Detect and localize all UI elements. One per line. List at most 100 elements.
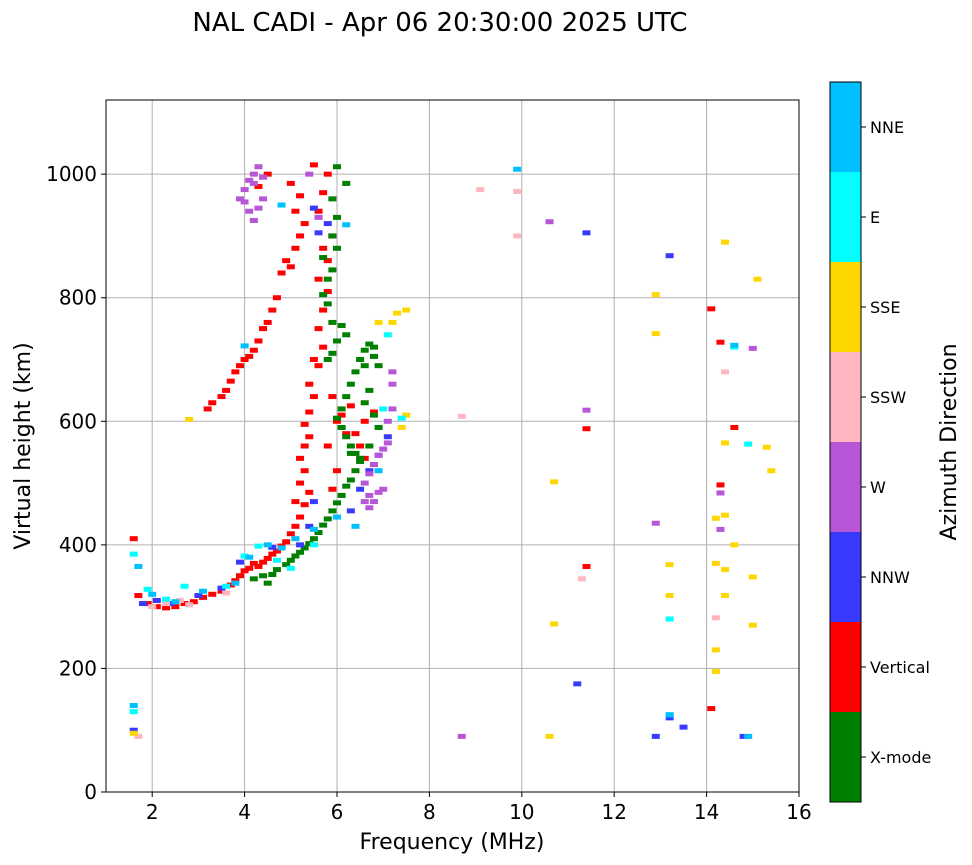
data-point (245, 353, 254, 359)
data-point (259, 573, 268, 579)
data-point (199, 594, 208, 600)
data-point (346, 508, 355, 514)
y-tick-label: 400 (59, 533, 97, 557)
data-point (711, 615, 720, 621)
y-tick-label: 1000 (46, 162, 97, 186)
data-point (323, 443, 332, 449)
data-point (365, 492, 374, 498)
colorbar: X-mode Vertical NNW W SSW SSE E NNE (829, 81, 931, 803)
data-point (245, 208, 254, 214)
data-point (374, 452, 383, 458)
data-point (365, 505, 374, 511)
data-point (249, 576, 258, 582)
data-point (328, 267, 337, 273)
data-point (383, 434, 392, 440)
x-tick-label: 2 (146, 800, 159, 824)
data-point (342, 431, 351, 437)
data-point (249, 560, 258, 566)
data-point (351, 450, 360, 456)
data-point (333, 338, 341, 344)
x-tick-label: 4 (238, 800, 251, 824)
data-point (323, 258, 332, 264)
data-point (286, 557, 295, 563)
data-point (721, 512, 730, 518)
data-point (152, 597, 161, 603)
data-point (129, 703, 138, 708)
colorbar-segment (830, 442, 861, 532)
data-point (388, 319, 397, 325)
colorbar-segment (830, 712, 861, 802)
data-point (300, 421, 309, 427)
data-point (259, 174, 268, 180)
data-point (162, 601, 171, 607)
data-point (185, 602, 194, 608)
data-point (365, 471, 374, 477)
data-point (129, 709, 138, 715)
data-point (711, 515, 720, 521)
data-point (342, 483, 351, 489)
data-point (277, 545, 286, 551)
data-point (263, 580, 272, 586)
data-point (319, 245, 328, 251)
data-point (309, 499, 318, 505)
data-point (282, 258, 291, 264)
data-point (314, 214, 323, 220)
data-point (346, 443, 355, 449)
data-point (730, 542, 739, 548)
data-point (369, 462, 378, 468)
data-point (328, 486, 337, 492)
data-point (272, 557, 281, 563)
data-point (272, 295, 281, 301)
colorbar-segment (830, 352, 861, 442)
data-point (309, 536, 318, 542)
data-point (254, 205, 263, 211)
data-point (582, 407, 591, 413)
y-axis-ticks: 0 200 400 600 800 1000 (46, 162, 106, 804)
data-point (374, 363, 383, 369)
data-point (296, 549, 305, 555)
data-point (513, 166, 522, 172)
data-point (263, 319, 272, 325)
data-point (291, 536, 300, 542)
data-point (379, 486, 388, 492)
data-point (397, 415, 406, 421)
data-point (351, 523, 360, 529)
data-point (550, 479, 559, 485)
x-tick-label: 14 (694, 800, 719, 824)
data-marks (129, 162, 776, 739)
data-point (175, 597, 184, 603)
data-point (272, 548, 281, 554)
data-point (323, 516, 332, 522)
data-point (309, 542, 318, 548)
data-point (333, 214, 341, 220)
colorbar-tick-label: NNE (870, 118, 904, 137)
data-point (337, 412, 346, 418)
data-point (711, 647, 720, 653)
data-point (235, 196, 244, 202)
data-point (305, 409, 314, 415)
data-point (383, 332, 392, 338)
data-point (369, 409, 378, 415)
data-point (291, 553, 300, 559)
data-point (245, 565, 254, 571)
data-point (171, 604, 180, 610)
data-point (291, 245, 300, 251)
data-point (360, 499, 369, 505)
data-point (360, 363, 369, 369)
data-point (374, 424, 383, 430)
data-point (665, 712, 674, 718)
data-point (162, 596, 171, 602)
data-point (300, 502, 309, 508)
data-point (208, 400, 217, 406)
data-point (346, 450, 355, 456)
data-point (739, 733, 748, 739)
data-point (333, 500, 341, 506)
data-point (222, 583, 231, 589)
data-point (651, 331, 660, 337)
data-point (323, 276, 332, 282)
data-point (189, 599, 198, 605)
data-point (222, 590, 231, 596)
data-point (721, 239, 730, 245)
data-point (328, 319, 337, 325)
